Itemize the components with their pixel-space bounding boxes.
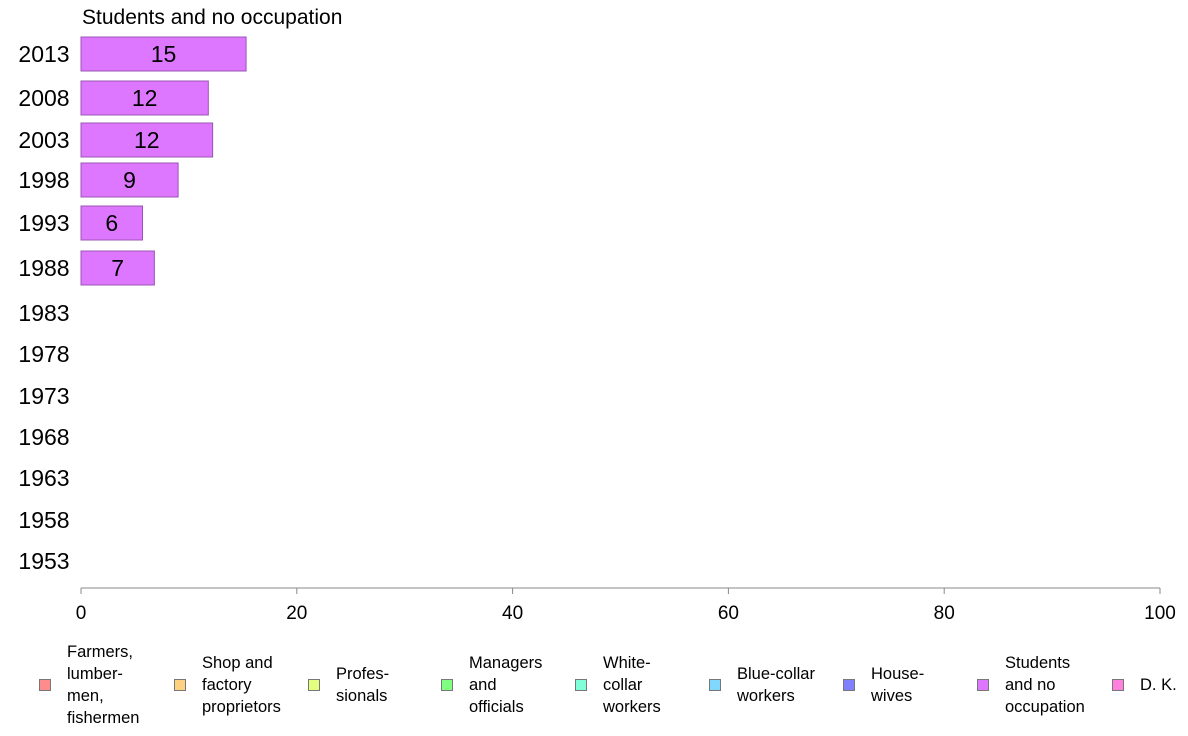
year-label: 1983 [18,300,69,326]
bar [80,80,209,116]
year-label: 1968 [18,424,69,450]
legend-item: White- collar workers [575,640,661,730]
legend-label: Profes- sionals [336,665,390,705]
bar [80,205,144,241]
legend-label: Farmers, lumber- men, fishermen [67,643,140,727]
legend-label: White- collar workers [603,654,661,716]
bar-value-label: 6 [105,210,118,236]
bar [80,162,179,198]
year-label: 1973 [18,383,69,409]
legend-swatch [843,679,855,691]
bar [80,250,155,286]
chart-legend: Farmers, lumber- men, fishermen Shop and … [0,640,1188,730]
legend-item: D. K. [1112,640,1177,730]
x-tick-label: 80 [934,603,955,624]
year-label: 1978 [18,341,69,367]
legend-label: Blue-collar workers [737,665,815,705]
year-label: 2008 [18,85,69,111]
bar-value-label: 12 [132,85,158,111]
bar [80,36,247,72]
legend-swatch [977,679,989,691]
x-tick-label: 100 [1144,603,1176,624]
legend-item: Profes- sionals [308,640,389,730]
legend-swatch [575,679,587,691]
x-tick-label: 20 [286,603,307,624]
year-label: 1998 [18,167,69,193]
bar-chart: 2013 2008 2003 1998 1993 1988 1983 1978 1973 1968… [18,36,1176,624]
x-tick-label: 0 [76,603,87,624]
legend-item: Farmers, lumber- men, fishermen [39,640,139,730]
legend-item: House- wives [843,640,924,730]
year-label: 1953 [18,548,69,574]
legend-swatch [1112,679,1124,691]
legend-item: Students and no occupation [977,640,1085,730]
legend-label: Shop and factory proprietors [202,654,281,716]
year-label: 2003 [18,127,69,153]
year-label: 1963 [18,465,69,491]
legend-item: Managers and officials [441,640,542,730]
legend-swatch [39,679,51,691]
legend-label: D. K. [1140,676,1177,694]
legend-label: Students and no occupation [1005,654,1085,716]
bar-value-label: 15 [151,41,177,67]
year-label: 1993 [18,210,69,236]
legend-swatch [441,679,453,691]
x-tick-label: 40 [502,603,523,624]
legend-swatch [709,679,721,691]
bar-value-label: 7 [111,255,124,281]
bar-value-label: 12 [134,127,160,153]
legend-item: Blue-collar workers [709,640,815,730]
legend-label: Managers and officials [469,654,543,716]
year-label: 2013 [18,41,69,67]
legend-label: House- wives [871,665,925,705]
year-label: 1988 [18,255,69,281]
chart-title: Students and no occupation [82,6,343,29]
x-tick-label: 60 [718,603,739,624]
legend-item: Shop and factory proprietors [174,640,281,730]
legend-swatch [308,679,320,691]
bar-value-label: 9 [123,167,136,193]
year-label: 1958 [18,507,69,533]
bar [80,122,214,158]
legend-swatch [174,679,186,691]
